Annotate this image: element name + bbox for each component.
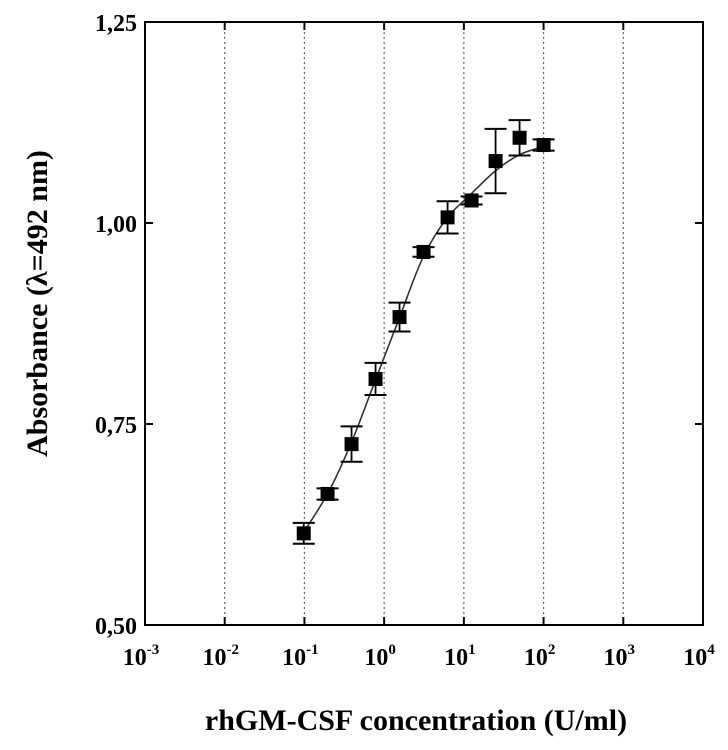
grid-lines [224, 22, 624, 625]
data-points [296, 130, 551, 541]
data-point [440, 210, 455, 225]
y-tick-label: 0,75 [95, 413, 137, 439]
y-axis-title: Absorbance (λ=492 nm) [21, 150, 54, 457]
y-tick-labels: 0,50 0,75 1,00 1,25 [95, 11, 137, 640]
y-tick-label: 0,50 [95, 614, 137, 640]
fit-curve [300, 145, 544, 538]
x-tick-label: 101 [444, 642, 476, 671]
data-point [416, 244, 431, 259]
x-tick-label: 10-2 [202, 642, 239, 671]
x-axis-title: rhGM-CSF concentration (U/ml) [205, 704, 627, 737]
plot-area-frame [144, 21, 704, 626]
data-point [488, 154, 503, 169]
x-tick-label: 102 [524, 642, 556, 671]
data-point [368, 371, 383, 386]
data-point [464, 193, 479, 208]
data-point [512, 130, 527, 145]
x-tick-label: 10-1 [282, 642, 319, 671]
axis-ticks [144, 21, 704, 626]
y-tick-label: 1,00 [95, 212, 137, 238]
x-tick-label: 10-3 [123, 642, 160, 671]
data-point [344, 437, 359, 452]
y-tick-label: 1,25 [95, 11, 137, 37]
data-point [320, 486, 335, 501]
data-point [392, 310, 407, 325]
data-point [296, 526, 311, 541]
x-tick-labels: 10-3 10-2 10-1 100 101 102 103 104 [123, 642, 716, 671]
data-point [536, 138, 551, 153]
x-tick-label: 104 [683, 642, 715, 671]
error-bars [292, 119, 555, 545]
x-tick-label: 100 [364, 642, 396, 671]
x-tick-label: 103 [604, 642, 636, 671]
fit-curve-layer [300, 145, 544, 538]
